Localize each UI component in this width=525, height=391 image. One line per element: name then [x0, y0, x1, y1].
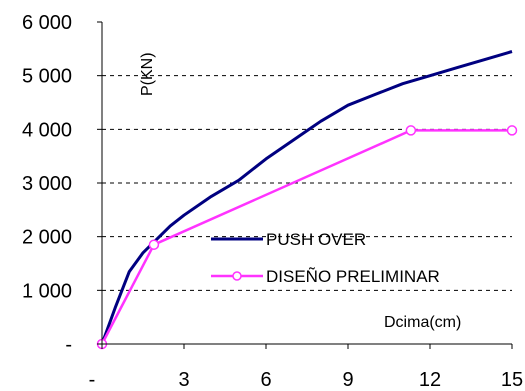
y-tick-label-0: - — [65, 334, 72, 356]
x-tick-label-6: 6 — [260, 369, 271, 391]
y-axis-title: P(KN) — [139, 52, 156, 96]
series-line-0 — [100, 50, 513, 345]
legend-marker-diseno-preliminar — [232, 271, 242, 281]
gridlines — [102, 75, 512, 291]
series-1-point-1 — [148, 239, 160, 250]
legend-label-push-over: PUSH OVER — [266, 230, 366, 249]
y-tick-label-3000: 3 000 — [22, 173, 72, 195]
x-tick-labels: - 3 6 9 12 15 — [89, 369, 523, 391]
legend-label-diseno-preliminar: DISEÑO PRELIMINAR — [266, 267, 440, 286]
series-lines — [96, 50, 518, 350]
legend: PUSH OVER DISEÑO PRELIMINAR — [211, 230, 440, 286]
series-1-point-2 — [405, 125, 417, 136]
axes — [97, 21, 513, 349]
x-tick-label-0: - — [89, 369, 96, 391]
series-1-point-3 — [506, 125, 518, 136]
x-tick-label-12: 12 — [419, 369, 441, 391]
y-tick-label-6000: 6 000 — [22, 12, 72, 34]
x-tick-label-3: 3 — [178, 369, 189, 391]
x-tick-label-15: 15 — [501, 369, 523, 391]
series-line-1 — [100, 129, 512, 345]
y-tick-label-4000: 4 000 — [22, 119, 72, 141]
x-axis-title: Dcima(cm) — [384, 314, 461, 331]
x-tick-label-9: 9 — [342, 369, 353, 391]
y-tick-label-2000: 2 000 — [22, 227, 72, 249]
y-tick-label-5000: 5 000 — [22, 66, 72, 88]
y-tick-labels: - 1 000 2 000 3 000 4 000 5 000 6 000 — [22, 12, 72, 356]
y-tick-label-1000: 1 000 — [22, 280, 72, 302]
